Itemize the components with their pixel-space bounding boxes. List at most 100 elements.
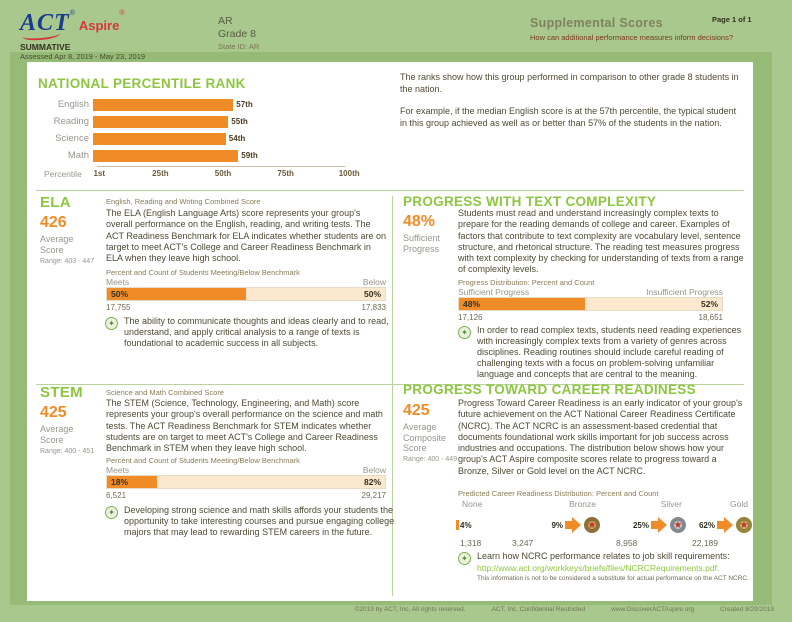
percentile-bar [93, 132, 226, 145]
act-aspire-logo: ACT®Aspire® [20, 10, 125, 42]
career-level-label: Gold [730, 499, 748, 509]
ela-bar-counts: 17,755 17,833 [106, 303, 386, 312]
insufficient-count: 18,651 [698, 313, 723, 322]
footer-website: www.DiscoverACTAspire.org [611, 606, 695, 613]
meets-count: 17,755 [106, 303, 131, 312]
ela-benchmark-bar: 50% 50% [106, 287, 386, 301]
career-level-none: None 4% 1,318 [456, 499, 512, 550]
career-insight-note: This information is not to be considered… [477, 575, 749, 582]
insight-icon: ✦ [458, 552, 471, 565]
insight-icon: ✦ [458, 326, 471, 339]
career-level-count: 1,318 [460, 538, 482, 548]
footer-copyright: ©2019 by ACT, Inc. All rights reserved. [354, 606, 466, 613]
insufficient-percent: 52% [700, 299, 718, 309]
sufficient-percent: 48% [463, 299, 481, 309]
career-level-percent: 9% [551, 520, 563, 530]
career-level-count: 8,958 [616, 538, 638, 548]
ncrc-requirements-link[interactable]: http://www.act.org/workkeys/briefs/files… [477, 563, 720, 573]
axis-tick-label: 1st [93, 169, 106, 178]
section-divider [36, 384, 744, 385]
percentile-bar-row: Science 54th [38, 130, 378, 147]
stem-bar-labels: Meets Below [106, 465, 386, 475]
career-level-indicator: 25% ★ [600, 512, 686, 538]
report-subtitle: How can additional performance measures … [530, 33, 734, 42]
gold-medal-icon: ★ [736, 517, 752, 533]
text-complexity-score: 48% [403, 213, 436, 230]
stem-score-label: Average Score [40, 424, 74, 445]
career-insight: ✦ Learn how NCRC performance relates to … [458, 551, 752, 583]
national-percentile-title: NATIONAL PERCENTILE RANK [38, 76, 246, 91]
percentile-category: Science [55, 133, 89, 144]
axis-line [97, 166, 345, 167]
meets-percent: 50% [111, 289, 129, 299]
insight-glyph: ✦ [461, 327, 468, 337]
ela-score-label: Average Score [40, 234, 74, 255]
stem-score: 425 [40, 404, 67, 421]
career-range: Range: 400 - 449 [403, 456, 458, 463]
ela-range: Range: 403 - 447 [40, 258, 95, 265]
below-segment: 82% [157, 476, 385, 488]
meets-percent: 18% [111, 477, 129, 487]
stem-combined-label: Science and Math Combined Score [106, 388, 224, 397]
meets-segment: 50% [107, 288, 246, 300]
insight-icon: ✦ [105, 317, 118, 330]
career-level-percent: 25% [632, 520, 649, 530]
stem-body: The STEM (Science, Technology, Engineeri… [106, 398, 383, 454]
percentile-bar [93, 149, 239, 162]
text-complexity-body: Students must read and understand increa… [458, 208, 744, 275]
report-title: Supplemental Scores [530, 16, 663, 30]
text-complexity-bar-title: Progress Distribution: Percent and Count [458, 278, 595, 287]
stem-insight-text: Developing strong science and math skill… [124, 505, 395, 537]
ela-insight-text: The ability to communicate thoughts and … [124, 316, 389, 348]
axis-tick-label: 50th [214, 169, 232, 178]
column-divider [392, 196, 393, 596]
sufficient-label: Sufficient Progress [458, 287, 530, 297]
text-complexity-bar: 48% 52% [458, 297, 723, 311]
ela-bar-title: Percent and Count of Students Meeting/Be… [106, 268, 300, 277]
text-complexity-insight: ✦ In order to read complex texts, studen… [458, 325, 750, 380]
ela-score: 426 [40, 214, 67, 231]
stem-benchmark-bar: 18% 82% [106, 475, 386, 489]
insight-icon: ✦ [105, 506, 118, 519]
silver-medal-icon: ★ [670, 517, 686, 533]
footer-confidential: ACT, Inc. Confidential Restricted [491, 606, 586, 613]
ela-combined-label: English, Reading and Writing Combined Sc… [106, 197, 261, 206]
percentile-bar-row: Reading 55th [38, 113, 378, 130]
percentile-bar-row: Math 59th [38, 147, 378, 164]
aspire-registered-mark: ® [119, 10, 125, 17]
career-distribution: None 4% 1,318 Bronze 9% ★ 3,247 Silver 25% ★ 8,958… [456, 499, 752, 550]
axis-tick-label: 25th [152, 169, 169, 178]
aspire-logo-text: Aspire [78, 18, 120, 33]
axis-tick-label: 75th [277, 169, 294, 178]
stem-range: Range: 400 - 451 [40, 448, 95, 455]
below-label: Below [362, 277, 386, 287]
assessed-dates: Assessed Apr 8, 2019 - May 23, 2019 [20, 52, 146, 61]
ela-insight: ✦ The ability to communicate thoughts an… [105, 316, 389, 349]
career-level-label: None [462, 499, 483, 509]
percentile-category: Math [67, 150, 89, 161]
ela-body: The ELA (English Language Arts) score re… [106, 208, 386, 264]
text-complexity-bar-counts: 17,126 18,651 [458, 313, 723, 322]
career-level-percent: 62% [698, 520, 715, 530]
ela-title: ELA [40, 194, 71, 211]
meets-count: 6,521 [106, 491, 127, 500]
meets-segment: 18% [107, 476, 158, 488]
percentile-chart: English 57th Reading 55th Science 54th Math 59t… [38, 96, 378, 164]
percentile-value: 59th [241, 151, 258, 160]
arrow-right-icon [651, 517, 667, 533]
percentile-bar [93, 115, 229, 128]
percentile-category: English [57, 99, 89, 110]
career-score: 425 [403, 402, 430, 419]
career-insight-text: Learn how NCRC performance relates to jo… [477, 551, 730, 561]
below-percent: 82% [363, 477, 381, 487]
ela-bar-labels: Meets Below [106, 277, 386, 287]
career-level-indicator: 9% ★ [512, 512, 600, 538]
axis-label: Percentile [44, 169, 82, 179]
below-count: 29,217 [361, 491, 386, 500]
arrow-right-icon [565, 517, 581, 533]
sufficient-count: 17,126 [458, 313, 483, 322]
bronze-medal-icon: ★ [584, 517, 600, 533]
meets-label: Meets [106, 277, 130, 287]
axis-ticks: 1st 25th 50th 75th 100th [93, 169, 360, 179]
percentile-bar-row: English 57th [38, 96, 378, 113]
